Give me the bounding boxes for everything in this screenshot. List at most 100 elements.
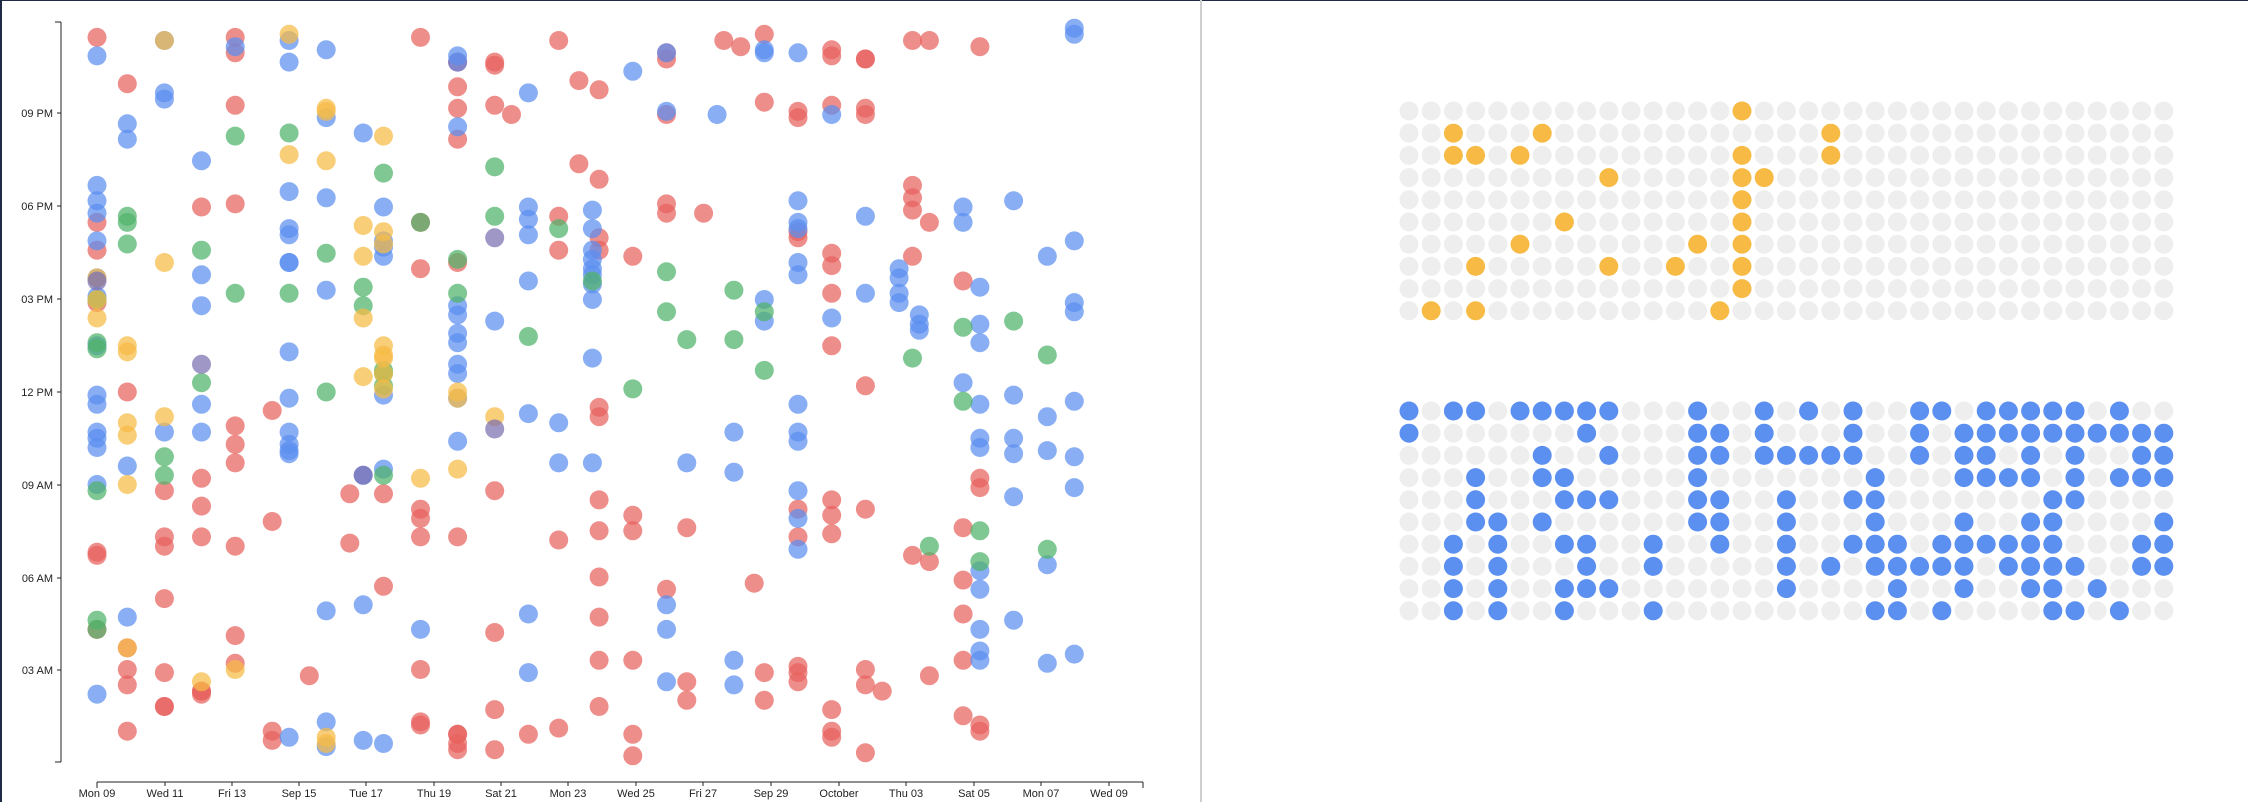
grid-cell-filled xyxy=(2065,423,2085,443)
scatter-point-red xyxy=(154,481,174,501)
scatter-point-blue xyxy=(1037,555,1057,575)
grid-cell-empty xyxy=(2021,168,2041,188)
scatter-point-red xyxy=(919,212,939,232)
grid-cell-filled xyxy=(1732,168,1752,188)
grid-cell-empty xyxy=(2132,601,2152,621)
scatter-point-purple xyxy=(192,354,211,374)
grid-cell-empty xyxy=(2109,579,2129,599)
scatter-point-blue xyxy=(788,431,808,451)
scatter-point-green xyxy=(953,391,973,411)
grid-cell-empty xyxy=(1776,123,1796,143)
x-tick-label: Wed 25 xyxy=(617,788,655,800)
scatter-point-red xyxy=(262,401,282,420)
grid-cell-empty xyxy=(2043,301,2063,321)
scatter-point-green xyxy=(970,552,990,572)
grid-cell-filled xyxy=(1998,468,2018,488)
grid-cell-empty xyxy=(1776,212,1796,232)
scatter-point-yellow xyxy=(192,672,211,692)
scatter-point-green xyxy=(485,206,505,226)
grid-cell-empty xyxy=(1732,556,1752,576)
grid-cell-filled xyxy=(1466,301,1486,321)
grid-cell-empty xyxy=(1799,168,1819,188)
grid-cell-empty xyxy=(1710,101,1730,121)
grid-cell-empty xyxy=(1776,468,1796,488)
grid-cell-filled xyxy=(2021,579,2041,599)
grid-cell-empty xyxy=(1843,168,1863,188)
scatter-point-red xyxy=(855,49,875,69)
grid-cell-empty xyxy=(1799,212,1819,232)
grid-cell-empty xyxy=(1665,490,1685,510)
scatter-point-red xyxy=(117,74,137,94)
grid-cell-empty xyxy=(1443,212,1463,232)
scatter-point-purple xyxy=(353,465,373,485)
x-tick-label: Tue 17 xyxy=(349,788,383,800)
scatter-point-red xyxy=(855,743,875,763)
grid-cell-empty xyxy=(1932,212,1952,232)
grid-cell-empty xyxy=(1976,601,1996,621)
grid-cell-empty xyxy=(1621,468,1641,488)
grid-cell-empty xyxy=(1887,212,1907,232)
y-tick-label-9pm: 09 PM xyxy=(21,108,53,120)
grid-cell-empty xyxy=(1466,423,1486,443)
grid-cell-empty xyxy=(1910,234,1930,254)
grid-cell-empty xyxy=(1865,168,1885,188)
grid-cell-empty xyxy=(1754,212,1774,232)
grid-cell-empty xyxy=(1643,279,1663,299)
grid-cell-filled xyxy=(1932,556,1952,576)
scatter-point-red xyxy=(299,666,319,686)
scatter-point-red xyxy=(154,663,174,683)
grid-cell-empty xyxy=(2087,123,2107,143)
y-tick-label-3am: 03 AM xyxy=(22,665,53,677)
grid-cell-empty xyxy=(1732,512,1752,532)
scatter-point-green xyxy=(1037,345,1057,365)
grid-cell-empty xyxy=(1399,579,1419,599)
grid-cell-empty xyxy=(1621,445,1641,465)
grid-cell-empty xyxy=(1799,190,1819,210)
scatter-point-blue xyxy=(279,225,299,245)
scatter-point-green xyxy=(549,219,569,239)
grid-cell-empty xyxy=(1688,101,1708,121)
x-tick-label: Mon 09 xyxy=(79,788,116,800)
grid-cell-empty xyxy=(2154,601,2174,621)
scatter-point-blue xyxy=(1004,428,1024,448)
scatter-point-blue xyxy=(657,101,676,121)
grid-cell-empty xyxy=(2043,279,2063,299)
grid-cell-filled xyxy=(1998,534,2018,554)
grid-cell-filled xyxy=(1466,145,1486,165)
scatter-point-red xyxy=(340,484,360,504)
grid-cell-empty xyxy=(1443,190,1463,210)
grid-cell-filled xyxy=(2021,534,2041,554)
grid-cell-empty xyxy=(1554,256,1574,276)
scatter-point-red xyxy=(485,95,505,115)
scatter-point-blue xyxy=(192,151,211,171)
grid-cell-filled xyxy=(1843,534,1863,554)
grid-cell-empty xyxy=(2021,301,2041,321)
scatter-point-red xyxy=(903,200,922,220)
grid-cell-filled xyxy=(1443,145,1463,165)
scatter-point-red xyxy=(411,259,430,279)
x-tick-label: Sep 15 xyxy=(282,788,317,800)
grid-cell-empty xyxy=(1665,534,1685,554)
y-tick-label-12pm: 12 PM xyxy=(21,387,53,399)
grid-cell-empty xyxy=(1732,301,1752,321)
x-tick-label: Sat 05 xyxy=(958,788,990,800)
scatter-point-blue xyxy=(724,462,744,482)
grid-cell-empty xyxy=(1843,123,1863,143)
grid-cell-empty xyxy=(1488,445,1508,465)
grid-cell-empty xyxy=(1843,234,1863,254)
grid-cell-empty xyxy=(2087,190,2107,210)
grid-cell-filled xyxy=(1577,423,1597,443)
grid-cell-empty xyxy=(1665,101,1685,121)
grid-cell-filled xyxy=(1466,512,1486,532)
grid-cell-filled xyxy=(1577,401,1597,421)
grid-cell-filled xyxy=(1599,401,1619,421)
scatter-point-red xyxy=(677,690,697,710)
grid-cell-empty xyxy=(1799,101,1819,121)
grid-cell-empty xyxy=(1643,123,1663,143)
grid-cell-filled xyxy=(2109,601,2129,621)
grid-cell-filled xyxy=(1710,490,1730,510)
grid-cell-filled xyxy=(1488,512,1508,532)
scatter-point-yellow xyxy=(117,475,137,494)
scatter-point-red xyxy=(953,604,973,624)
grid-cell-empty xyxy=(1776,168,1796,188)
